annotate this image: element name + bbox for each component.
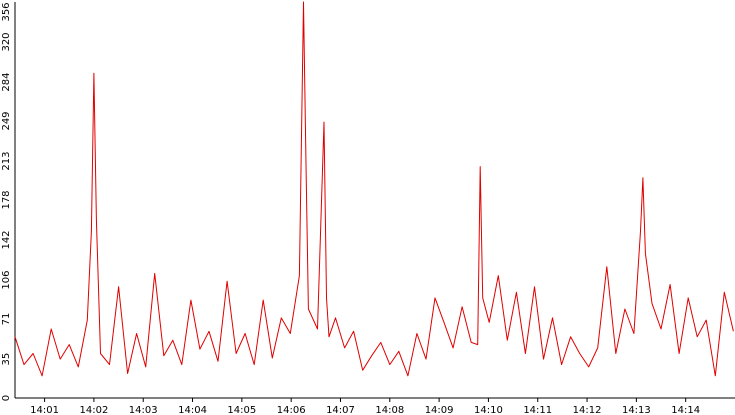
x-tick-label: 14:02: [79, 405, 108, 415]
x-tick-label: 14:07: [326, 405, 355, 415]
series-line: [14, 1, 734, 377]
plot-area: [14, 1, 734, 377]
x-axis: 14:01 14:02 14:03 14:04 14:05 14:06 14:07 14:08…: [15, 397, 735, 415]
x-tick-label: 14:14: [671, 405, 700, 415]
x-tick-label: 14:04: [178, 405, 207, 415]
y-tick-label: 356: [1, 2, 12, 21]
y-tick-label: 213: [1, 152, 12, 171]
y-tick-label: 71: [1, 313, 12, 326]
x-tick-label: 14:03: [129, 405, 158, 415]
y-tick-label: 142: [1, 230, 12, 249]
y-tick-label: 0: [1, 395, 12, 401]
y-tick-label: 106: [1, 271, 12, 290]
y-tick-label: 178: [1, 190, 12, 209]
x-tick-label: 14:09: [425, 405, 454, 415]
x-tick-label: 14:12: [573, 405, 602, 415]
y-tick-label: 249: [1, 111, 12, 130]
x-tick-label: 14:06: [277, 405, 306, 415]
y-tick-label: 284: [1, 73, 12, 92]
y-tick-label: 320: [1, 32, 12, 51]
y-axis: 0 35 71 106 142 178 213 249 284 320 356: [1, 2, 16, 401]
x-tick-label: 14:10: [474, 405, 503, 415]
x-tick-label: 14:11: [523, 405, 552, 415]
x-tick-label: 14:08: [375, 405, 404, 415]
x-tick-label: 14:05: [227, 405, 256, 415]
x-tick-label: 14:13: [622, 405, 651, 415]
y-tick-label: 35: [1, 353, 12, 366]
x-tick-label: 14:01: [30, 405, 59, 415]
